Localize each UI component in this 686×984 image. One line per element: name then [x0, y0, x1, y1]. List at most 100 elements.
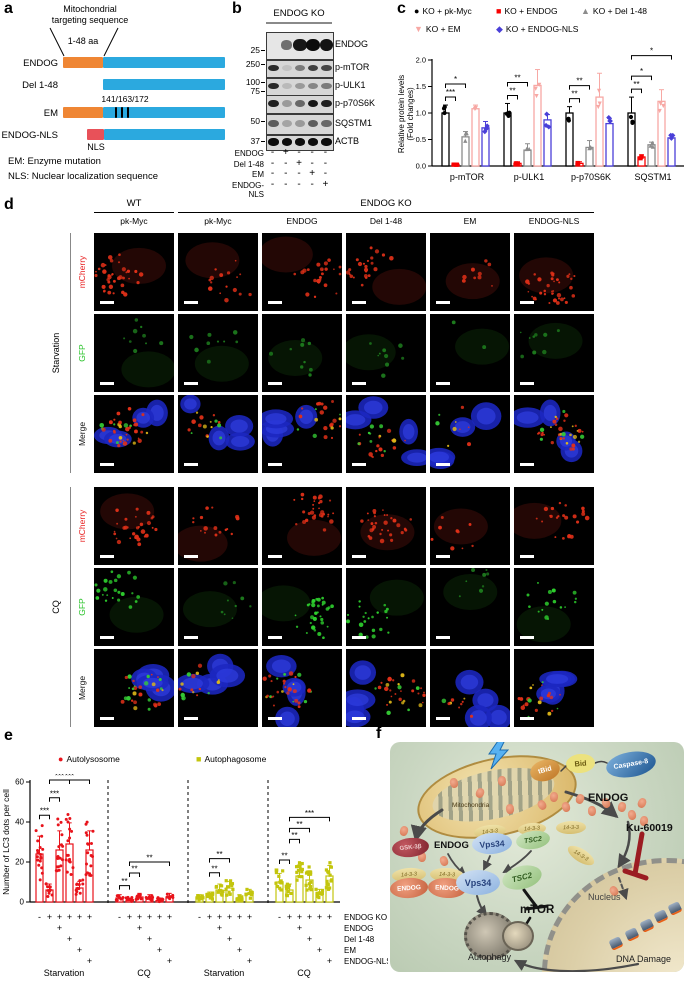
em-mutation-tick — [121, 107, 123, 118]
significance-label: ** — [571, 90, 577, 99]
genotype-underline — [178, 212, 594, 213]
cell-outline — [121, 351, 174, 388]
blot-band — [321, 99, 332, 108]
legend-square-icon: ■ — [196, 753, 202, 764]
cell-outline — [185, 242, 240, 279]
category-label: p-ULK1 — [514, 172, 545, 182]
micrograph-merge-tile — [430, 649, 510, 727]
condition-sign: + — [287, 912, 292, 922]
fluorescent-dots — [458, 568, 490, 598]
treatment-sign: - — [270, 157, 275, 169]
significance-label: ** — [216, 850, 222, 859]
blot-band — [321, 119, 332, 128]
treatment-sign: - — [323, 157, 328, 169]
group-bracket-line — [70, 233, 71, 473]
micrograph-mcherry-tile — [178, 233, 258, 311]
condition-sign: + — [137, 912, 142, 922]
cell-outline — [182, 591, 237, 628]
micrograph-merge-tile — [262, 649, 342, 727]
scale-bar — [352, 382, 366, 385]
scatter-dots — [54, 817, 65, 873]
micrograph-mcherry-tile — [346, 487, 426, 565]
condition-sign: - — [118, 912, 121, 922]
tsc2-mtor-tbar — [525, 904, 549, 911]
mts-range-label: 1-48 aa — [67, 36, 99, 46]
scatter-dots — [566, 116, 571, 123]
scale-bar — [436, 463, 450, 466]
cell-outline — [346, 334, 396, 371]
micrograph-merge-tile — [430, 395, 510, 473]
pathway-diagram: tBid Bid Caspase-8 GSK-3β 14-3-3 14-3-3 14-3-3… — [390, 742, 684, 972]
scale-bar — [184, 382, 198, 385]
cell-outline — [268, 339, 323, 376]
blot-band — [321, 82, 332, 90]
condition-sign: + — [297, 923, 302, 933]
scatter-dots — [606, 114, 613, 124]
micrograph-mcherry-tile — [514, 233, 594, 311]
cell-outline — [516, 606, 571, 643]
channel-label: mCherry — [77, 255, 87, 289]
scale-bar — [352, 301, 366, 304]
scatter-dots — [451, 162, 460, 167]
genotype-underline — [94, 212, 174, 213]
significance-bracket — [507, 81, 528, 87]
condition-sign: + — [67, 912, 72, 922]
blot-label: p-ULK1 — [335, 80, 366, 90]
scatter-dots — [657, 101, 666, 114]
micrograph-mcherry-tile — [430, 487, 510, 565]
fluorescent-dots — [187, 411, 223, 440]
condition-sign: + — [137, 923, 142, 933]
scale-bar — [100, 636, 114, 639]
pathway-arrows — [410, 760, 649, 972]
micrograph-merge-tile — [514, 649, 594, 727]
blot-band — [294, 82, 306, 90]
y-axis-title: Number of LC3 dots per cell — [1, 789, 11, 895]
blot-band — [321, 64, 332, 72]
endog-protein-blob — [587, 805, 597, 817]
condition-sign: + — [317, 912, 322, 922]
condition-sign: + — [67, 934, 72, 944]
mitochondria-label: Mitochondria — [452, 802, 490, 809]
treatment-sign: - — [284, 178, 288, 190]
scatter-dots — [504, 110, 512, 119]
blot-band — [281, 138, 293, 146]
treatment-sign: - — [297, 178, 301, 190]
y-tick-label: 2.0 — [416, 56, 426, 65]
scatter-dots — [114, 894, 125, 902]
scale-bar — [352, 717, 366, 720]
legend-item: ● KO + pk-Myc — [414, 6, 472, 16]
micrograph-gfp-tile — [94, 568, 174, 646]
significance-bracket — [129, 872, 140, 877]
y-tick-label: 0 — [20, 898, 25, 907]
blot-box — [266, 78, 334, 96]
condition-sign: + — [127, 912, 132, 922]
scale-bar — [352, 555, 366, 558]
legend-item: ■ Autophagosome — [196, 754, 266, 764]
condition-label: ENDOG-NLS — [344, 957, 388, 966]
condition-sign: + — [77, 912, 82, 922]
blot-box — [266, 135, 334, 151]
mito-endog-release-arrow — [564, 790, 619, 819]
scale-bar — [100, 301, 114, 304]
ku-inhibition-tbar — [622, 868, 649, 881]
significance-label: ** — [281, 852, 287, 861]
category-label: SQSTM1 — [634, 172, 671, 182]
vps34-release-arrow — [483, 855, 492, 871]
treatment-sign: + — [309, 168, 316, 179]
condition-sign: + — [227, 912, 232, 922]
legend-circle-icon: ● — [58, 753, 64, 764]
scatter-dots — [587, 145, 593, 151]
scatter-dots — [524, 146, 532, 152]
cell-outline — [528, 322, 583, 359]
fluorescent-dots — [430, 516, 474, 551]
tsc2-release-arrow — [502, 850, 532, 874]
scale-bar — [436, 636, 450, 639]
bar — [627, 112, 636, 167]
mw-tick — [261, 121, 265, 122]
treatment-sign: - — [270, 178, 275, 190]
legend-label: Autolysosome — [66, 754, 120, 764]
y-tick-label: 60 — [15, 778, 24, 787]
genotype-header: ENDOG KO — [360, 198, 412, 209]
mw-marker: 100 — [245, 77, 260, 87]
bar — [657, 100, 666, 167]
